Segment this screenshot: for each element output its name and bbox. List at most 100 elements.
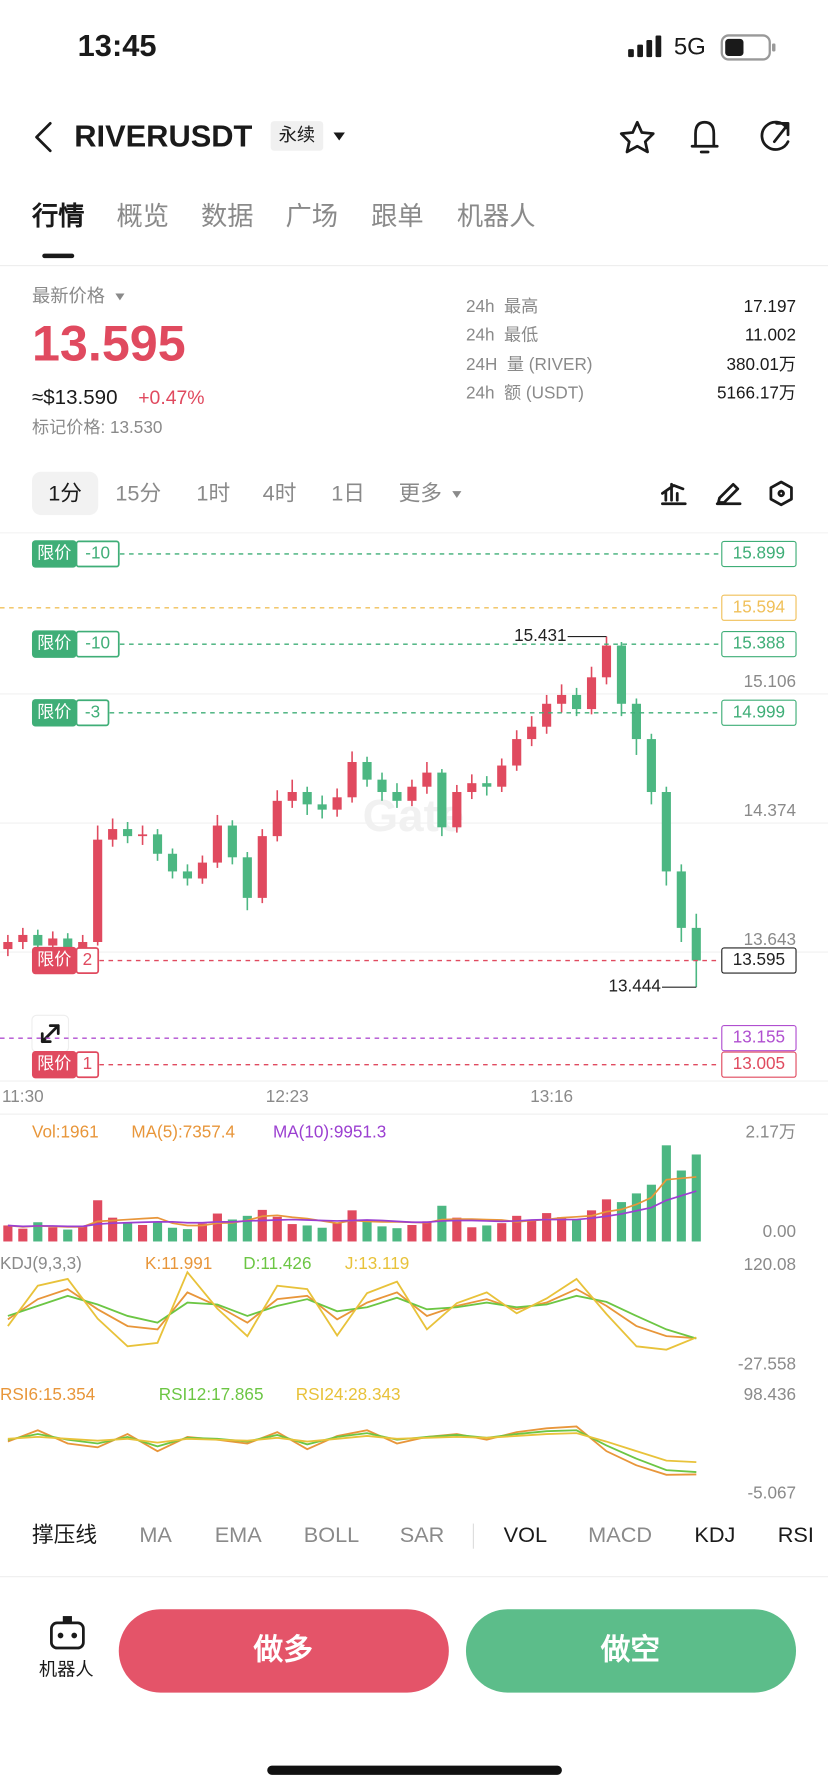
interval[interactable]: 1日 [331, 480, 365, 505]
short-button[interactable] [465, 1609, 797, 1693]
candle-body [197, 862, 207, 879]
legend-item: RSI6:15.354 [0, 1384, 96, 1404]
long-label[interactable]: 做多 [253, 1633, 313, 1666]
candle-body [482, 783, 492, 787]
settings-button[interactable] [769, 480, 793, 507]
candle-body [123, 829, 133, 837]
favorite-button[interactable] [619, 120, 655, 154]
price-line-label-bg [721, 1025, 797, 1052]
volume-bar [242, 1215, 252, 1242]
bot-label[interactable]: 机器人 [39, 1659, 94, 1680]
indicator-tab[interactable]: VOL [504, 1522, 547, 1547]
volume-bar [377, 1226, 387, 1242]
symbol: RIVERUSDT [74, 118, 252, 153]
candle-body [646, 739, 656, 793]
stat-label: 24h 最低 [466, 324, 538, 344]
tab-indicator [42, 253, 75, 259]
volume-bar [661, 1145, 671, 1242]
candle-body [497, 765, 507, 787]
indicator-tab[interactable]: MA [139, 1522, 172, 1547]
tab[interactable]: 跟单 [371, 201, 424, 231]
volume-bar [467, 1227, 477, 1242]
candle-body [272, 800, 282, 837]
volume-bar [227, 1219, 237, 1242]
price-line-label: 15.388 [733, 633, 785, 653]
draw-button[interactable] [715, 482, 742, 506]
y-tick-label: 120.08 [744, 1254, 796, 1274]
candle-body [407, 786, 417, 801]
signal-icon [628, 35, 662, 58]
interval-active-bg [31, 471, 99, 516]
y-tick-label: 15.106 [744, 671, 796, 691]
indicator-tab[interactable]: RSI [778, 1522, 814, 1547]
order-tag-bg [31, 946, 77, 975]
candle-body [137, 834, 148, 837]
order-qty-bg [75, 699, 110, 727]
volume-bar [601, 1199, 612, 1242]
price-line-label: 15.594 [733, 596, 786, 616]
volume-bar [497, 1223, 507, 1242]
interval[interactable]: 4时 [263, 480, 297, 505]
price-line-label: 13.595 [733, 949, 785, 969]
order-tag: 限价 [37, 542, 71, 562]
interval[interactable]: 1分 [48, 480, 82, 505]
volume-bar [197, 1223, 207, 1242]
series-line [7, 1270, 697, 1351]
interval[interactable]: 1时 [196, 480, 230, 505]
status-time: 13:45 [78, 28, 157, 63]
volume-bar [137, 1224, 148, 1242]
candle-body [287, 792, 297, 801]
interval-dropdown[interactable] [452, 491, 462, 498]
indicator-tab[interactable]: EMA [215, 1522, 263, 1547]
indicator-tab[interactable]: KDJ [694, 1522, 735, 1547]
volume-bar [362, 1220, 372, 1242]
indicator-tab[interactable]: 撑压线 [32, 1522, 97, 1547]
indicator-tab[interactable]: MACD [588, 1522, 652, 1547]
alert-button[interactable] [690, 120, 719, 154]
indicator-tab[interactable]: BOLL [304, 1522, 359, 1547]
price-line-label-bg [721, 540, 797, 568]
indicator-tab[interactable]: SAR [400, 1522, 445, 1547]
tab[interactable]: 数据 [201, 201, 254, 231]
tab[interactable]: 广场 [286, 201, 339, 231]
mark-price: 标记价格: 13.530 [32, 417, 162, 437]
chart-frame-bottom [0, 1080, 828, 1082]
contract-tag[interactable]: 永续 [279, 124, 316, 145]
volume-bar [571, 1219, 582, 1242]
candle-body [167, 853, 178, 872]
volume-bar [676, 1170, 686, 1242]
tab[interactable]: 行情 [31, 201, 85, 231]
volume-bar [302, 1225, 312, 1242]
interval[interactable]: 15分 [115, 480, 161, 505]
volume-bar [452, 1217, 462, 1242]
series-line [7, 1425, 697, 1476]
interval[interactable]: 更多 [399, 480, 442, 505]
back-button[interactable] [35, 122, 52, 153]
order-qty: -10 [85, 542, 110, 562]
candle-body [332, 797, 342, 810]
price-label[interactable]: 最新价格 [32, 285, 105, 306]
price-dropdown[interactable] [115, 293, 125, 301]
short-label[interactable]: 做空 [600, 1633, 660, 1666]
candle-body [586, 677, 597, 710]
bot-button[interactable] [50, 1616, 85, 1650]
volume-bar [691, 1154, 701, 1242]
order-tag: 限价 [37, 949, 71, 969]
share-button[interactable] [760, 120, 790, 151]
symbol-dropdown[interactable] [333, 132, 345, 141]
price-line-label: 14.999 [733, 701, 785, 721]
tab[interactable]: 机器人 [457, 201, 536, 231]
candle-body [557, 694, 567, 704]
low-label: 13.444 [608, 976, 661, 996]
divider [0, 265, 828, 267]
long-button[interactable] [118, 1609, 449, 1693]
candle-body [63, 938, 73, 950]
order-tag-bg [31, 540, 77, 568]
candle-body [527, 726, 537, 740]
tab[interactable]: 概览 [116, 201, 168, 231]
indicator-button[interactable] [661, 482, 687, 506]
panel-divider [0, 1113, 828, 1115]
price-change: +0.47% [138, 387, 204, 409]
volume-bar [287, 1224, 297, 1242]
